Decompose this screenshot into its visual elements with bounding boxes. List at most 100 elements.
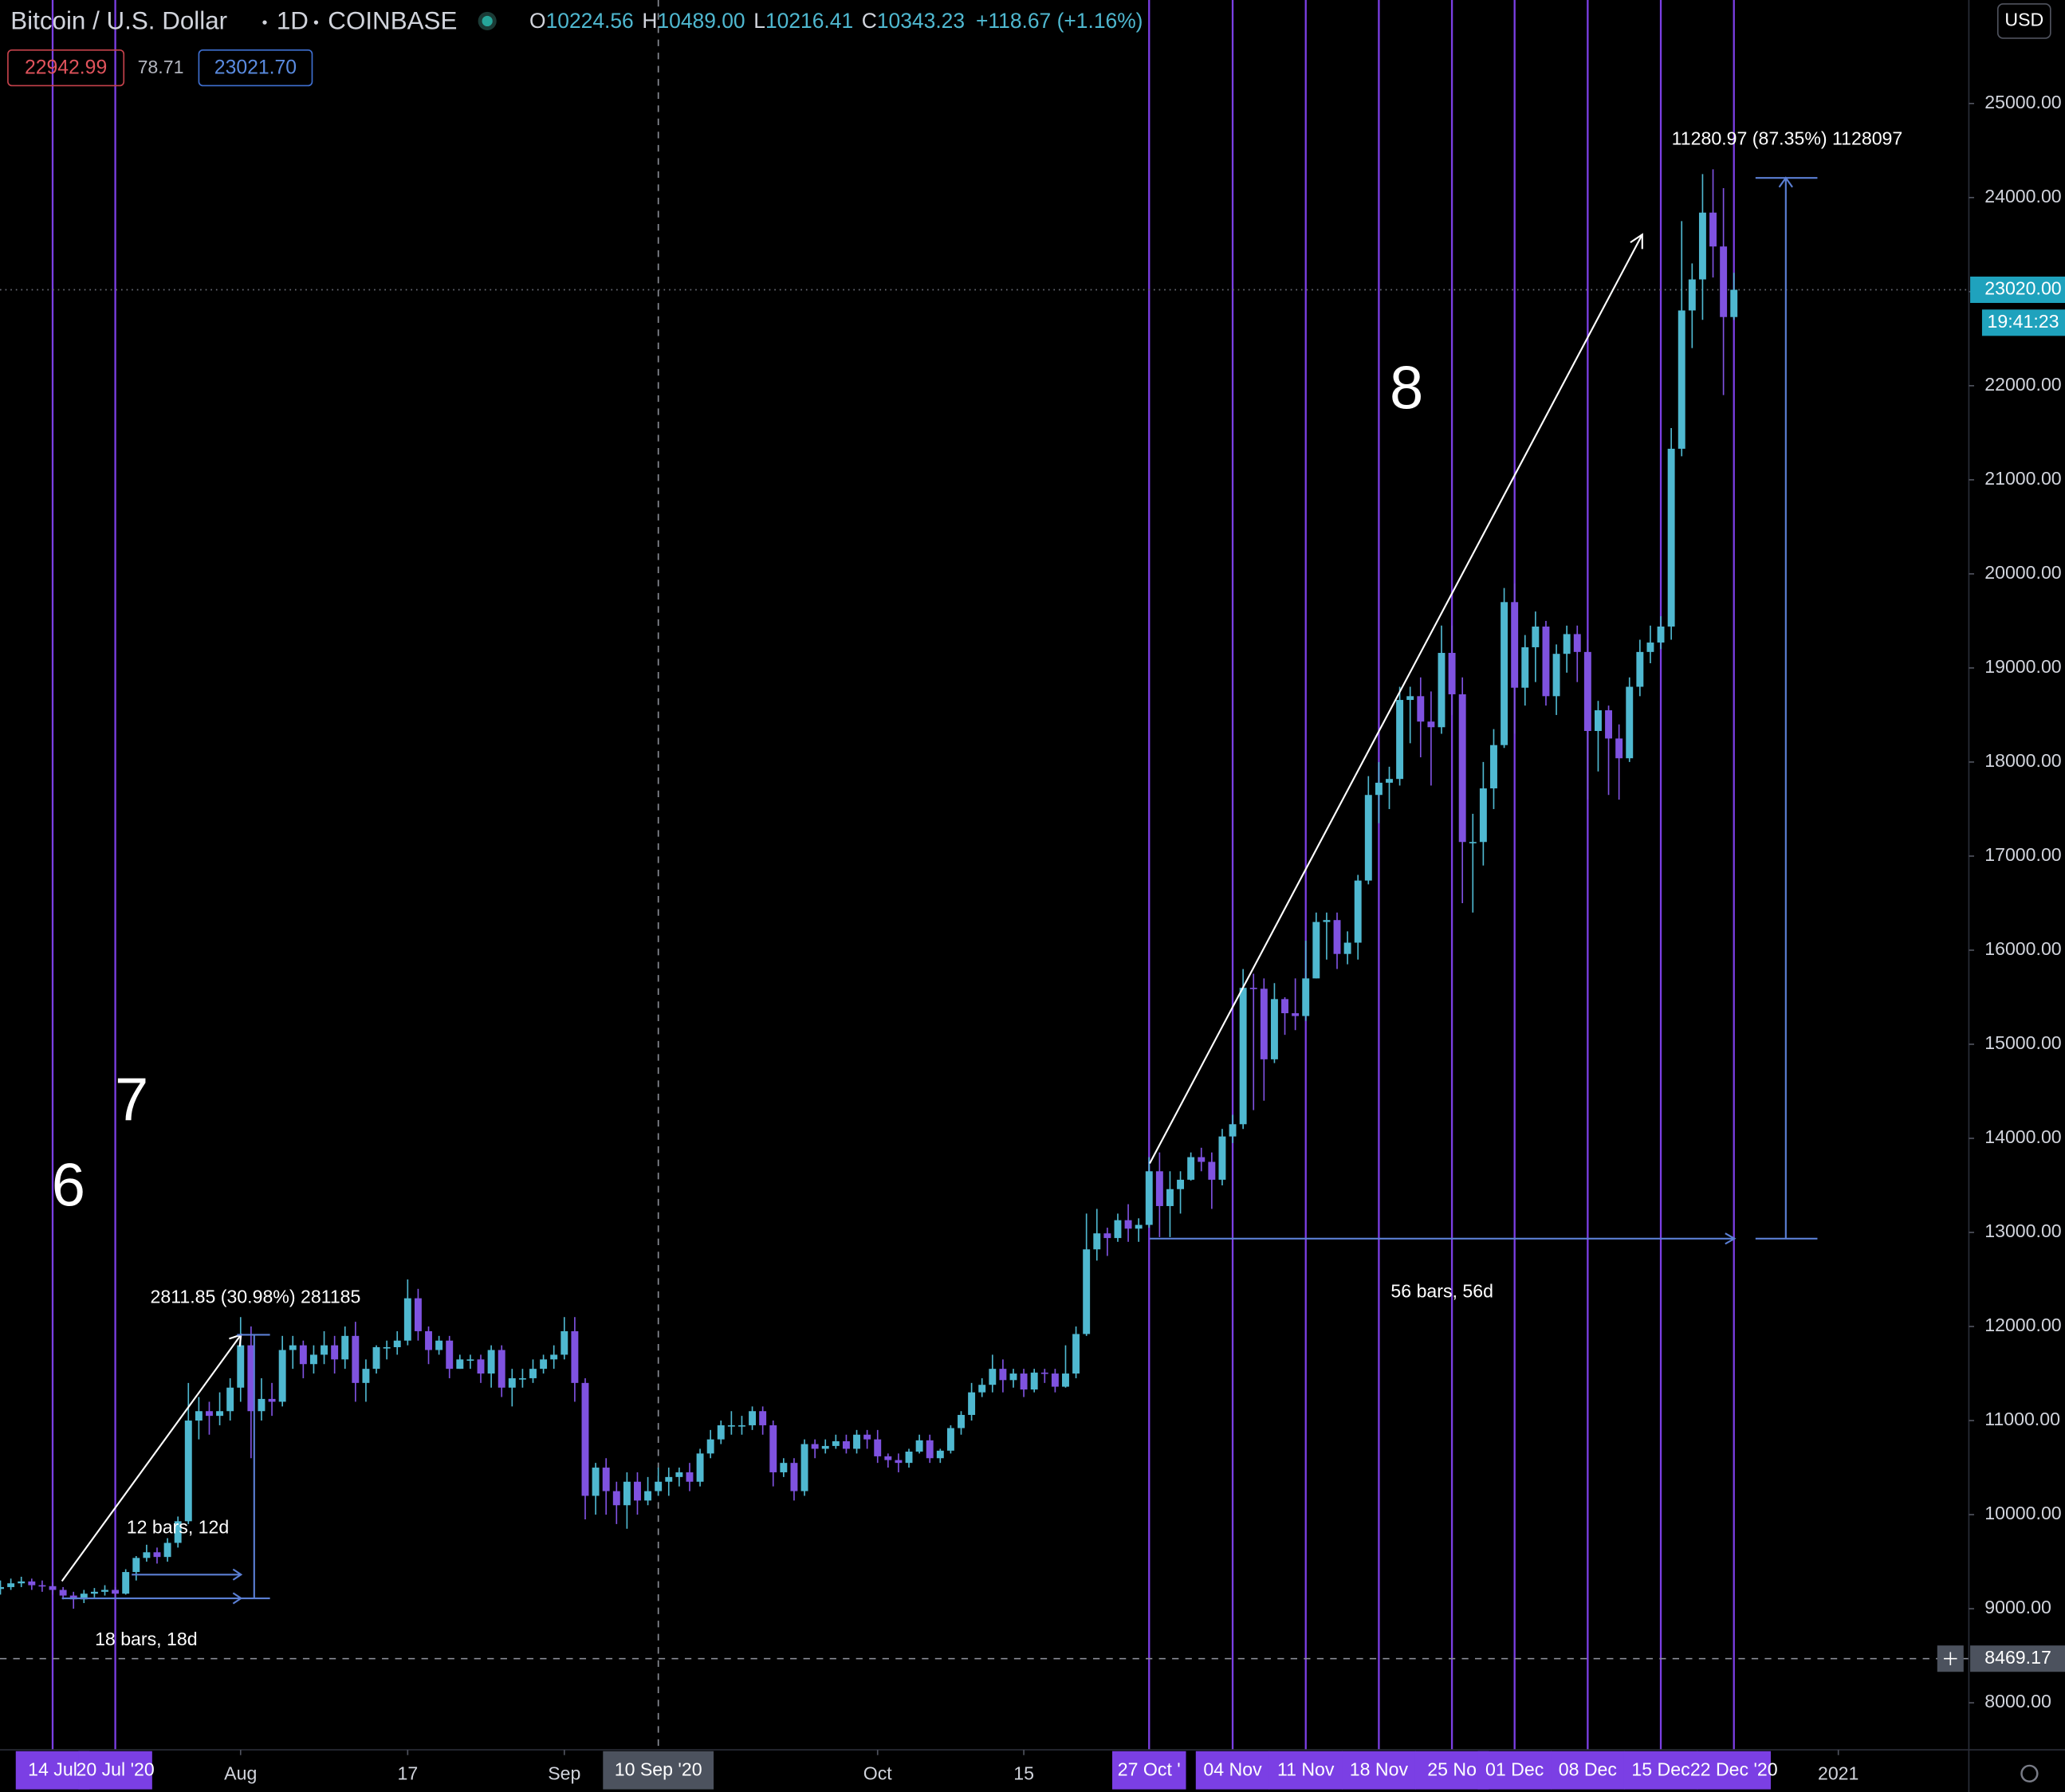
marker-label-box xyxy=(1477,1751,1552,1790)
ohlc-value: 10216.41 xyxy=(765,9,853,33)
candle-body xyxy=(112,1590,120,1594)
candle-body xyxy=(644,1491,652,1501)
candle-body xyxy=(884,1456,892,1460)
candle-body xyxy=(414,1298,422,1331)
x-tick-label: 15 xyxy=(1013,1763,1034,1784)
currency-box[interactable] xyxy=(1996,3,2051,39)
y-tick-label: 11000.00 xyxy=(1984,1409,2060,1429)
candle-body xyxy=(1396,700,1404,780)
candle-body xyxy=(832,1441,840,1446)
candle-body xyxy=(675,1472,683,1477)
candle-body xyxy=(1135,1224,1143,1229)
candle-body xyxy=(958,1414,965,1428)
y-tick-label: 22000.00 xyxy=(1984,374,2061,395)
indicator-box[interactable] xyxy=(198,49,313,87)
candle-body xyxy=(1040,1372,1048,1374)
marker-label-box xyxy=(1268,1751,1343,1790)
candle-body xyxy=(978,1385,986,1393)
candle-body xyxy=(749,1411,757,1425)
measure-label: 56 bars, 56d xyxy=(1390,1281,1493,1302)
candle-body xyxy=(143,1552,151,1558)
candle-body xyxy=(1145,1171,1153,1225)
candle-body xyxy=(1051,1373,1059,1387)
annotation-number: 7 xyxy=(115,1066,148,1134)
y-tick-label: 18000.00 xyxy=(1984,750,2061,771)
candle-body xyxy=(529,1369,537,1378)
separator xyxy=(262,20,267,25)
candle-body xyxy=(1218,1136,1226,1180)
candle-body xyxy=(895,1460,903,1464)
drawings: 6 7 8 2811.85 (30.98%) 281185 12 bars, 1… xyxy=(52,128,1903,1649)
indicator-value: 78.71 xyxy=(138,57,184,77)
candle-body xyxy=(1458,694,1466,843)
candle-body xyxy=(1511,602,1519,688)
annotation-number: 6 xyxy=(52,1152,85,1220)
candle-body xyxy=(800,1444,808,1491)
candle-body xyxy=(1626,686,1634,759)
candle-body xyxy=(18,1581,26,1584)
candle-body xyxy=(508,1377,516,1388)
marker-label: 14 Jul xyxy=(28,1759,77,1780)
y-tick-label: 20000.00 xyxy=(1984,562,2061,583)
candle-body xyxy=(1270,999,1278,1059)
candle-body xyxy=(518,1377,526,1380)
candle-body xyxy=(372,1346,380,1370)
candle-body xyxy=(1521,646,1529,688)
marker-label-box xyxy=(1551,1751,1625,1790)
y-tick-label: 10000.00 xyxy=(1984,1503,2061,1523)
candle-body xyxy=(1198,1157,1206,1162)
candle-body xyxy=(1323,920,1331,922)
candle-body xyxy=(1490,745,1497,788)
candle-body xyxy=(383,1346,391,1349)
candle-body xyxy=(571,1330,579,1383)
x-tick-label: Sep xyxy=(548,1763,580,1784)
marker-label: 18 Nov xyxy=(1350,1759,1409,1780)
arrow-head xyxy=(1630,233,1643,250)
y-tick-label: 13000.00 xyxy=(1984,1220,2061,1241)
y-tick-label: 25000.00 xyxy=(1984,92,2061,112)
candle-body xyxy=(790,1463,798,1491)
candle-body xyxy=(686,1472,694,1482)
candle-body xyxy=(1375,782,1383,796)
candle-body xyxy=(38,1585,46,1587)
candle-body xyxy=(1615,738,1623,759)
candle-body xyxy=(28,1581,36,1586)
measure-label: 11280.97 (87.35%) 1128097 xyxy=(1672,128,1903,148)
candle-body xyxy=(915,1440,923,1452)
candle-body xyxy=(1187,1157,1195,1180)
candle-body xyxy=(1594,710,1602,731)
candle-body xyxy=(592,1468,600,1496)
candle-body xyxy=(1678,310,1685,449)
candle-body xyxy=(1114,1220,1122,1239)
indicator-box[interactable] xyxy=(7,49,125,87)
candle-body xyxy=(1605,710,1613,739)
candle-body xyxy=(665,1476,673,1482)
candle-body xyxy=(1333,920,1341,954)
y-tick-label: 15000.00 xyxy=(1984,1032,2061,1053)
candle-body xyxy=(581,1382,589,1496)
candle-body xyxy=(874,1439,882,1456)
marker-label: 25 No xyxy=(1427,1759,1477,1780)
candle-body xyxy=(1438,653,1446,728)
candle-body xyxy=(1542,626,1550,697)
ohlc-label: O xyxy=(529,9,546,33)
interval: 1D xyxy=(277,6,309,34)
ohlc-label: H xyxy=(642,9,657,33)
ohlc-change: +118.67 (+1.16%) xyxy=(976,9,1143,33)
candle-body xyxy=(968,1392,976,1415)
candle-body xyxy=(853,1434,860,1449)
candle-body xyxy=(425,1330,432,1350)
candle-body xyxy=(1479,788,1487,843)
candle-body xyxy=(362,1369,370,1383)
candle-body xyxy=(1532,626,1540,647)
candle-body xyxy=(122,1572,130,1594)
settings-icon[interactable] xyxy=(2020,1764,2039,1783)
trend-arrow xyxy=(61,1334,242,1582)
marker-label-box xyxy=(1195,1751,1270,1790)
marker-label: 15 Dec xyxy=(1631,1759,1689,1780)
ohlc-label: C xyxy=(862,9,877,33)
candle-body xyxy=(1155,1171,1163,1206)
y-tick-label: 9000.00 xyxy=(1984,1597,2051,1617)
